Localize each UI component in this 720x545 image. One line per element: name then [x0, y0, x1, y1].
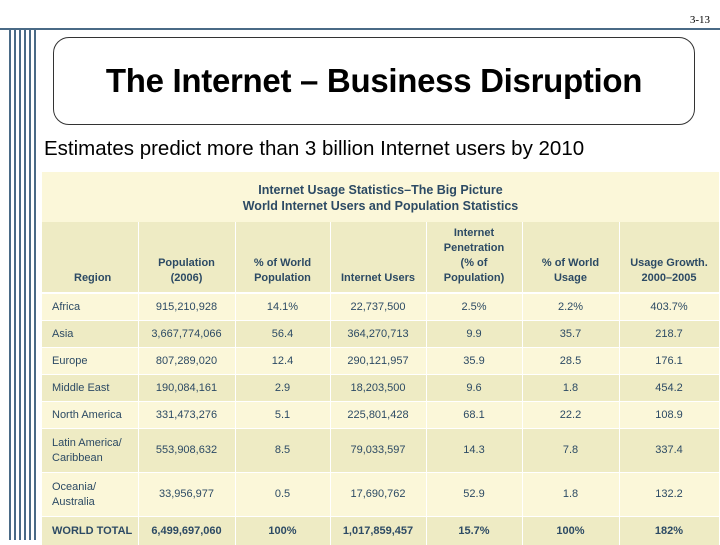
cell-population: 190,084,161 [138, 375, 235, 402]
table-total-row: WORLD TOTAL 6,499,697,060 100% 1,017,859… [42, 517, 719, 545]
cell-population: 915,210,928 [138, 293, 235, 321]
cell-region: North America [42, 402, 138, 429]
cell-penetration: 35.9 [426, 348, 522, 375]
table-header-row: Region Population (2006) % of World Popu… [42, 222, 719, 293]
cell-region: Europe [42, 348, 138, 375]
cell-world-usage-pct: 1.8 [522, 375, 619, 402]
cell-region: Asia [42, 321, 138, 348]
top-bar [0, 0, 720, 30]
cell-internet-users: 18,203,500 [330, 375, 426, 402]
cell-penetration: 9.6 [426, 375, 522, 402]
cell-usage-growth: 337.4 [619, 429, 719, 473]
cell-penetration: 2.5% [426, 293, 522, 321]
cell-world-usage-pct: 100% [522, 517, 619, 545]
cell-region: WORLD TOTAL [42, 517, 138, 545]
top-bar-divider [0, 28, 720, 30]
cell-population: 3,667,774,066 [138, 321, 235, 348]
table-row: Latin America/ Caribbean 553,908,632 8.5… [42, 429, 719, 473]
cell-population: 6,499,697,060 [138, 517, 235, 545]
cell-world-population-pct: 100% [235, 517, 330, 545]
column-header-world-population-pct: % of World Population [235, 222, 330, 293]
table-row: North America 331,473,276 5.1 225,801,42… [42, 402, 719, 429]
table-heading-line-2: World Internet Users and Population Stat… [42, 198, 719, 214]
column-header-penetration: Internet Penetration (% of Population) [426, 222, 522, 293]
column-header-internet-users: Internet Users [330, 222, 426, 293]
cell-penetration: 14.3 [426, 429, 522, 473]
cell-world-population-pct: 56.4 [235, 321, 330, 348]
title-box: The Internet – Business Disruption [53, 37, 695, 125]
internet-usage-table: Region Population (2006) % of World Popu… [42, 222, 720, 545]
cell-penetration: 68.1 [426, 402, 522, 429]
cell-region: Middle East [42, 375, 138, 402]
cell-internet-users: 290,121,957 [330, 348, 426, 375]
table-row: Asia 3,667,774,066 56.4 364,270,713 9.9 … [42, 321, 719, 348]
table-row: Oceania/ Australia 33,956,977 0.5 17,690… [42, 473, 719, 517]
cell-region: Oceania/ Australia [42, 473, 138, 517]
cell-usage-growth: 182% [619, 517, 719, 545]
column-header-region: Region [42, 222, 138, 293]
table-heading-line-1: Internet Usage Statistics–The Big Pictur… [42, 182, 719, 198]
cell-population: 807,289,020 [138, 348, 235, 375]
slide-number: 3-13 [690, 14, 710, 26]
table-heading: Internet Usage Statistics–The Big Pictur… [42, 182, 719, 214]
cell-internet-users: 364,270,713 [330, 321, 426, 348]
cell-world-usage-pct: 7.8 [522, 429, 619, 473]
cell-penetration: 52.9 [426, 473, 522, 517]
cell-world-population-pct: 2.9 [235, 375, 330, 402]
cell-world-usage-pct: 1.8 [522, 473, 619, 517]
cell-world-usage-pct: 22.2 [522, 402, 619, 429]
cell-internet-users: 1,017,859,457 [330, 517, 426, 545]
cell-usage-growth: 218.7 [619, 321, 719, 348]
side-rail-decoration [0, 30, 36, 540]
cell-internet-users: 79,033,597 [330, 429, 426, 473]
cell-penetration: 9.9 [426, 321, 522, 348]
cell-internet-users: 225,801,428 [330, 402, 426, 429]
cell-world-population-pct: 0.5 [235, 473, 330, 517]
cell-penetration: 15.7% [426, 517, 522, 545]
cell-population: 553,908,632 [138, 429, 235, 473]
table-row: Europe 807,289,020 12.4 290,121,957 35.9… [42, 348, 719, 375]
cell-usage-growth: 176.1 [619, 348, 719, 375]
cell-usage-growth: 132.2 [619, 473, 719, 517]
cell-usage-growth: 403.7% [619, 293, 719, 321]
cell-region: Africa [42, 293, 138, 321]
slide-title: The Internet – Business Disruption [106, 62, 642, 100]
table-row: Middle East 190,084,161 2.9 18,203,500 9… [42, 375, 719, 402]
cell-world-population-pct: 14.1% [235, 293, 330, 321]
cell-world-usage-pct: 2.2% [522, 293, 619, 321]
table-row: Africa 915,210,928 14.1% 22,737,500 2.5%… [42, 293, 719, 321]
slide-subtitle: Estimates predict more than 3 billion In… [44, 137, 584, 161]
column-header-world-usage-pct: % of World Usage [522, 222, 619, 293]
cell-world-population-pct: 5.1 [235, 402, 330, 429]
cell-world-usage-pct: 28.5 [522, 348, 619, 375]
cell-population: 331,473,276 [138, 402, 235, 429]
column-header-population: Population (2006) [138, 222, 235, 293]
statistics-table-panel: Internet Usage Statistics–The Big Pictur… [42, 172, 719, 536]
cell-world-population-pct: 8.5 [235, 429, 330, 473]
cell-world-population-pct: 12.4 [235, 348, 330, 375]
cell-internet-users: 17,690,762 [330, 473, 426, 517]
cell-usage-growth: 454.2 [619, 375, 719, 402]
cell-usage-growth: 108.9 [619, 402, 719, 429]
cell-world-usage-pct: 35.7 [522, 321, 619, 348]
cell-region: Latin America/ Caribbean [42, 429, 138, 473]
cell-population: 33,956,977 [138, 473, 235, 517]
column-header-usage-growth: Usage Growth. 2000–2005 [619, 222, 719, 293]
cell-internet-users: 22,737,500 [330, 293, 426, 321]
